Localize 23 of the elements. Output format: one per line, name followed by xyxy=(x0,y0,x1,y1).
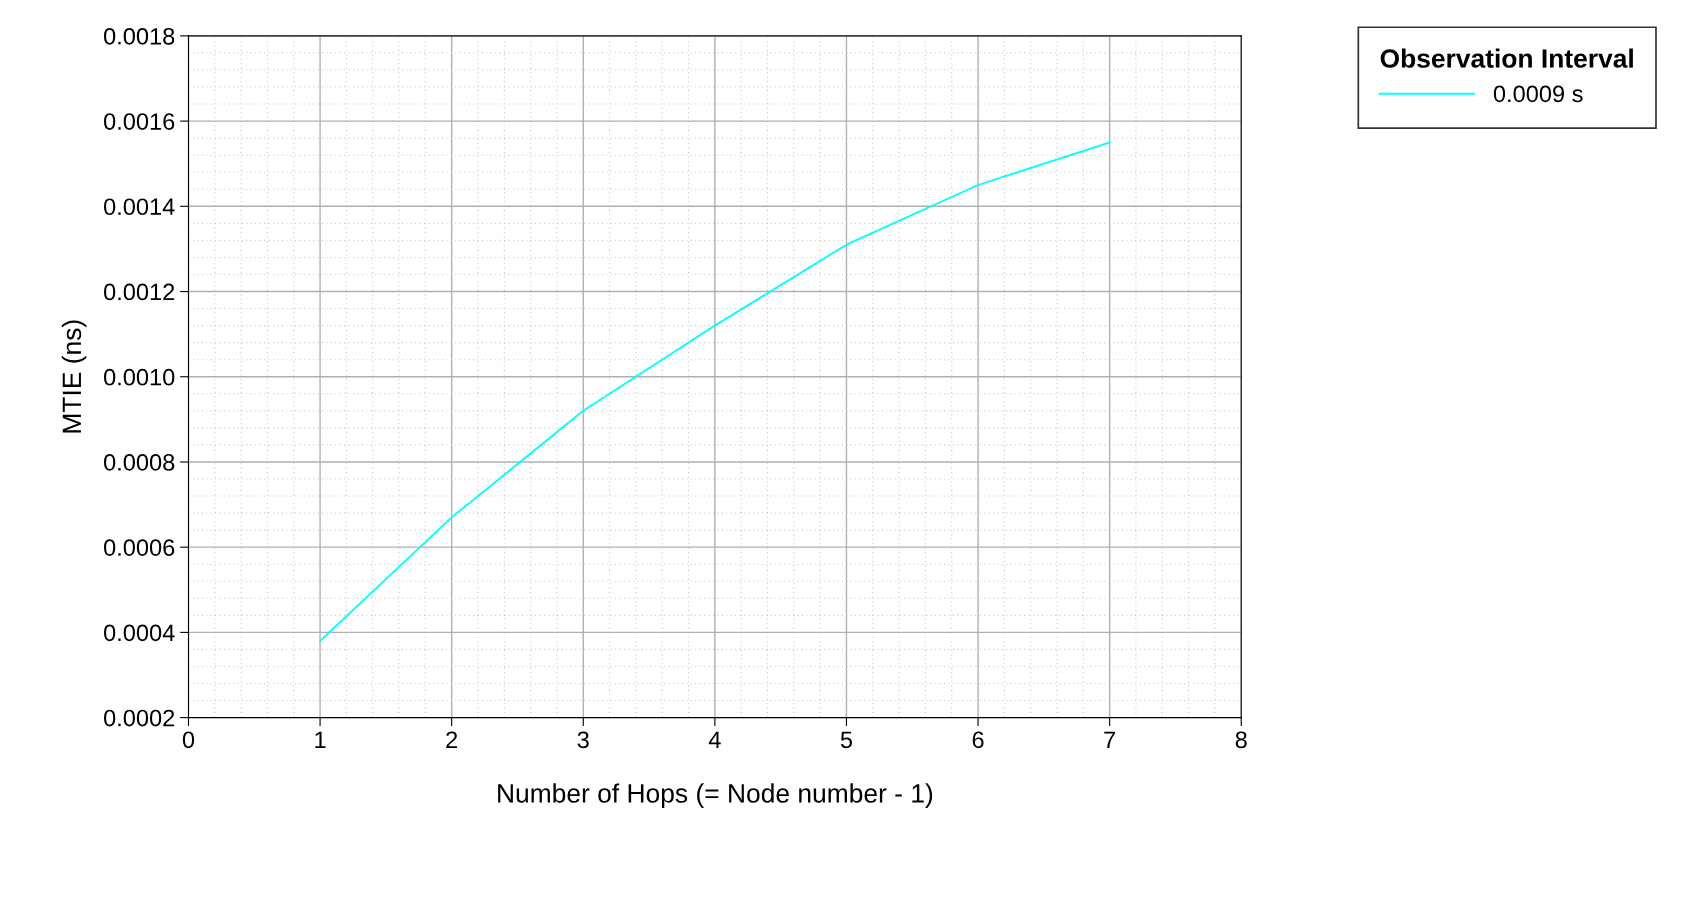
y-tick-label: 0.0006 xyxy=(104,539,175,556)
y-tick-label: 0.0014 xyxy=(104,198,175,216)
x-tick-label: 2 xyxy=(446,731,458,748)
y-tick-label: 0.0010 xyxy=(104,368,175,386)
x-tick-label: 1 xyxy=(315,731,326,748)
x-tick-label: 6 xyxy=(972,731,984,749)
x-tick-label: 8 xyxy=(1235,731,1247,749)
y-tick-label: 0.0018 xyxy=(104,27,175,45)
x-axis-title: Number of Hops (= Node number - 1) xyxy=(498,783,933,808)
x-tick-label: 4 xyxy=(708,731,721,748)
y-tick-label: 0.0002 xyxy=(104,709,175,727)
y-tick-label: 0.0016 xyxy=(104,113,175,130)
y-tick-label: 0.0004 xyxy=(104,624,175,642)
y-axis-title: MTIE (ns) xyxy=(61,320,87,433)
line-series xyxy=(319,141,1111,642)
legend-label: 0.0009 s xyxy=(1493,85,1583,103)
x-tick-label: 7 xyxy=(1104,731,1116,748)
x-tick-label: 0 xyxy=(182,731,195,749)
y-tick-label: 0.0008 xyxy=(104,454,175,471)
x-tick-label: 3 xyxy=(577,731,589,749)
y-tick-label: 0.0012 xyxy=(104,283,175,301)
legend-title: Observation Interval xyxy=(1380,48,1633,68)
x-tick-label: 5 xyxy=(840,731,853,749)
